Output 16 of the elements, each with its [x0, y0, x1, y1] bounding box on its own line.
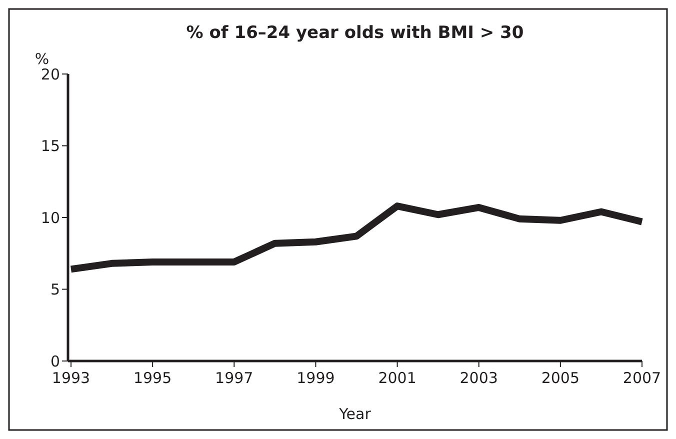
x-tick-label: 1993 — [52, 369, 90, 387]
x-tick-label: 1999 — [296, 369, 335, 387]
x-axis-title: Year — [338, 405, 372, 423]
x-tick-label: 2007 — [622, 369, 662, 387]
y-tick-label: 0 — [50, 352, 60, 370]
y-axis-title: % — [34, 50, 50, 68]
y-tick-label: 10 — [40, 208, 60, 227]
y-tick-label: 5 — [50, 280, 60, 298]
x-tick-label: 1997 — [215, 369, 254, 387]
y-tick-label: 20 — [40, 65, 60, 84]
x-tick-label: 2003 — [460, 369, 498, 387]
chart-title: % of 16–24 year olds with BMI > 30 — [186, 23, 524, 43]
y-tick-label: 15 — [40, 137, 60, 155]
x-tick-label: 2005 — [541, 369, 580, 387]
x-tick-label: 1995 — [133, 369, 172, 387]
x-tick-label: 2001 — [378, 369, 416, 387]
